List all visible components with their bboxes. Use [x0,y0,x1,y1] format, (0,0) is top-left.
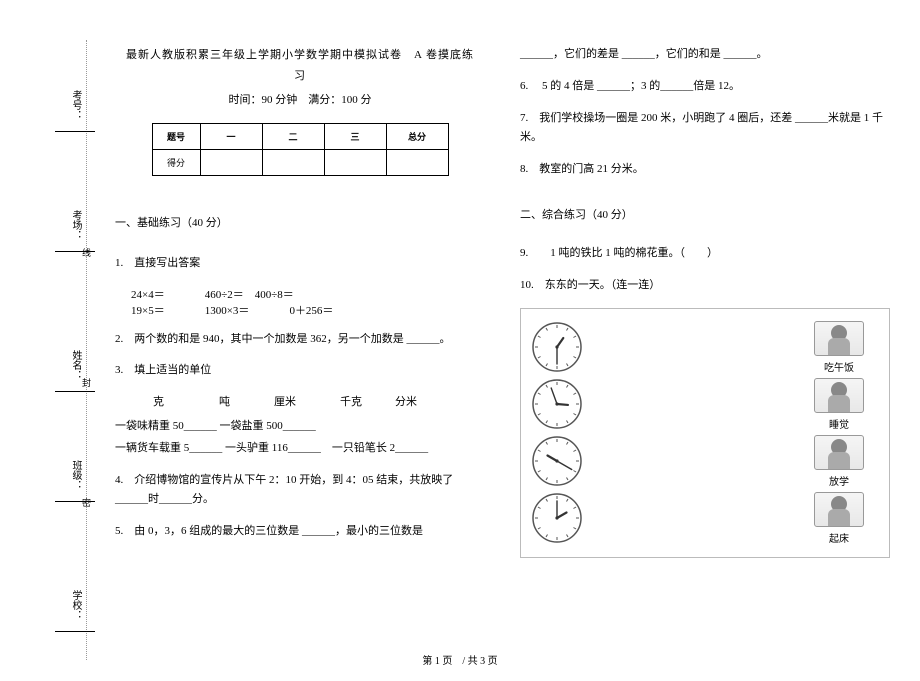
match-row-4: 起床 [531,492,879,545]
clock-icon-2 [531,378,583,430]
th-1: 一 [200,123,262,149]
clock-icon-1 [531,321,583,373]
match-row-2: 睡觉 [531,378,879,431]
units-row: 克 吨 厘米 千克 分米 [131,393,485,413]
clock-icon-4 [531,492,583,544]
score-table: 题号 一 二 三 总分 得分 [152,123,449,176]
q8: 8. 教室的门高 21 分米。 [520,160,890,180]
q5: 5. 由 0，3，6 组成的最大的三位数是 ______，最小的三位数是 [115,522,485,542]
q4: 4. 介绍博物馆的宣传片从下午 2：10 开始，到 4：05 结束，共放映了 _… [115,471,485,511]
bind-school: 学校： [55,590,95,632]
mark-feng: 封 [80,378,93,387]
th-2: 二 [262,123,324,149]
activity-4-label: 起床 [829,530,849,545]
activity-2-img [814,378,864,413]
u-line-2: 一辆货车载重 5______ 一头驴重 116______ 一只铅笔长 2___… [115,439,485,459]
page-footer: 第 1 页 / 共 3 页 [0,652,920,667]
exam-subtitle: 时间：90 分钟 满分：100 分 [115,91,485,107]
bind-exam-no: 考号： [55,90,95,132]
bind-room: 考场： [55,210,95,252]
activity-3-img [814,435,864,470]
mark-mi: 密 [80,498,93,507]
q3: 3. 填上适当的单位 [115,361,485,381]
activity-3: 放学 [799,435,879,488]
cell-2[interactable] [262,149,324,175]
q6: 6. 5 的 4 倍是 ______；3 的______倍是 12。 [520,77,890,97]
mark-xian: 线 [80,248,93,257]
q1: 1. 直接写出答案 [115,254,485,274]
activity-2: 睡觉 [799,378,879,431]
q7: 7. 我们学校操场一圈是 200 米，小明跑了 4 圈后，还差 ______米就… [520,109,890,149]
binding-margin: 考号： 考场： 姓名： 班级： 学校： 线 封 密 [0,0,100,660]
activity-1-label: 吃午饭 [824,359,854,374]
activity-2-label: 睡觉 [829,416,849,431]
exam-title: 最新人教版积累三年级上学期小学数学期中模拟试卷 A 卷摸底练 习 [115,45,485,87]
q2: 2. 两个数的和是 940，其中一个加数是 362，另一个加数是 ______。 [115,330,485,350]
left-column: 最新人教版积累三年级上学期小学数学期中模拟试卷 A 卷摸底练 习 时间：90 分… [115,45,485,641]
activity-1-img [814,321,864,356]
activity-3-label: 放学 [829,473,849,488]
row-label: 得分 [152,149,200,175]
right-column: ______，它们的差是 ______，它们的和是 ______。 6. 5 的… [520,45,890,641]
cell-total[interactable] [386,149,448,175]
th-total: 总分 [386,123,448,149]
bind-class: 班级： [55,460,95,502]
section-1-heading: 一、基础练习（40 分） [115,214,485,230]
q10: 10. 东东的一天。（连一连） [520,276,890,296]
activity-4: 起床 [799,492,879,545]
th-label: 题号 [152,123,200,149]
clock-icon-3 [531,435,583,487]
th-3: 三 [324,123,386,149]
q5-cont: ______，它们的差是 ______，它们的和是 ______。 [520,45,890,65]
match-row-1: 吃午饭 [531,321,879,374]
activity-1: 吃午饭 [799,321,879,374]
cell-1[interactable] [200,149,262,175]
u-line-1: 一袋味精重 50______ 一袋盐重 500______ [115,417,485,437]
math-row-2: 19×5＝1300×3＝0＋256＝ [131,302,485,318]
matching-image: 吃午饭 睡觉 放学 起床 [520,308,890,558]
activity-4-img [814,492,864,527]
q9: 9. 1 吨的铁比 1 吨的棉花重。（ ） [520,244,890,264]
cell-3[interactable] [324,149,386,175]
section-2-heading: 二、综合练习（40 分） [520,206,890,222]
match-row-3: 放学 [531,435,879,488]
math-row-1: 24×4＝460÷2＝ 400÷8＝ [131,286,485,302]
